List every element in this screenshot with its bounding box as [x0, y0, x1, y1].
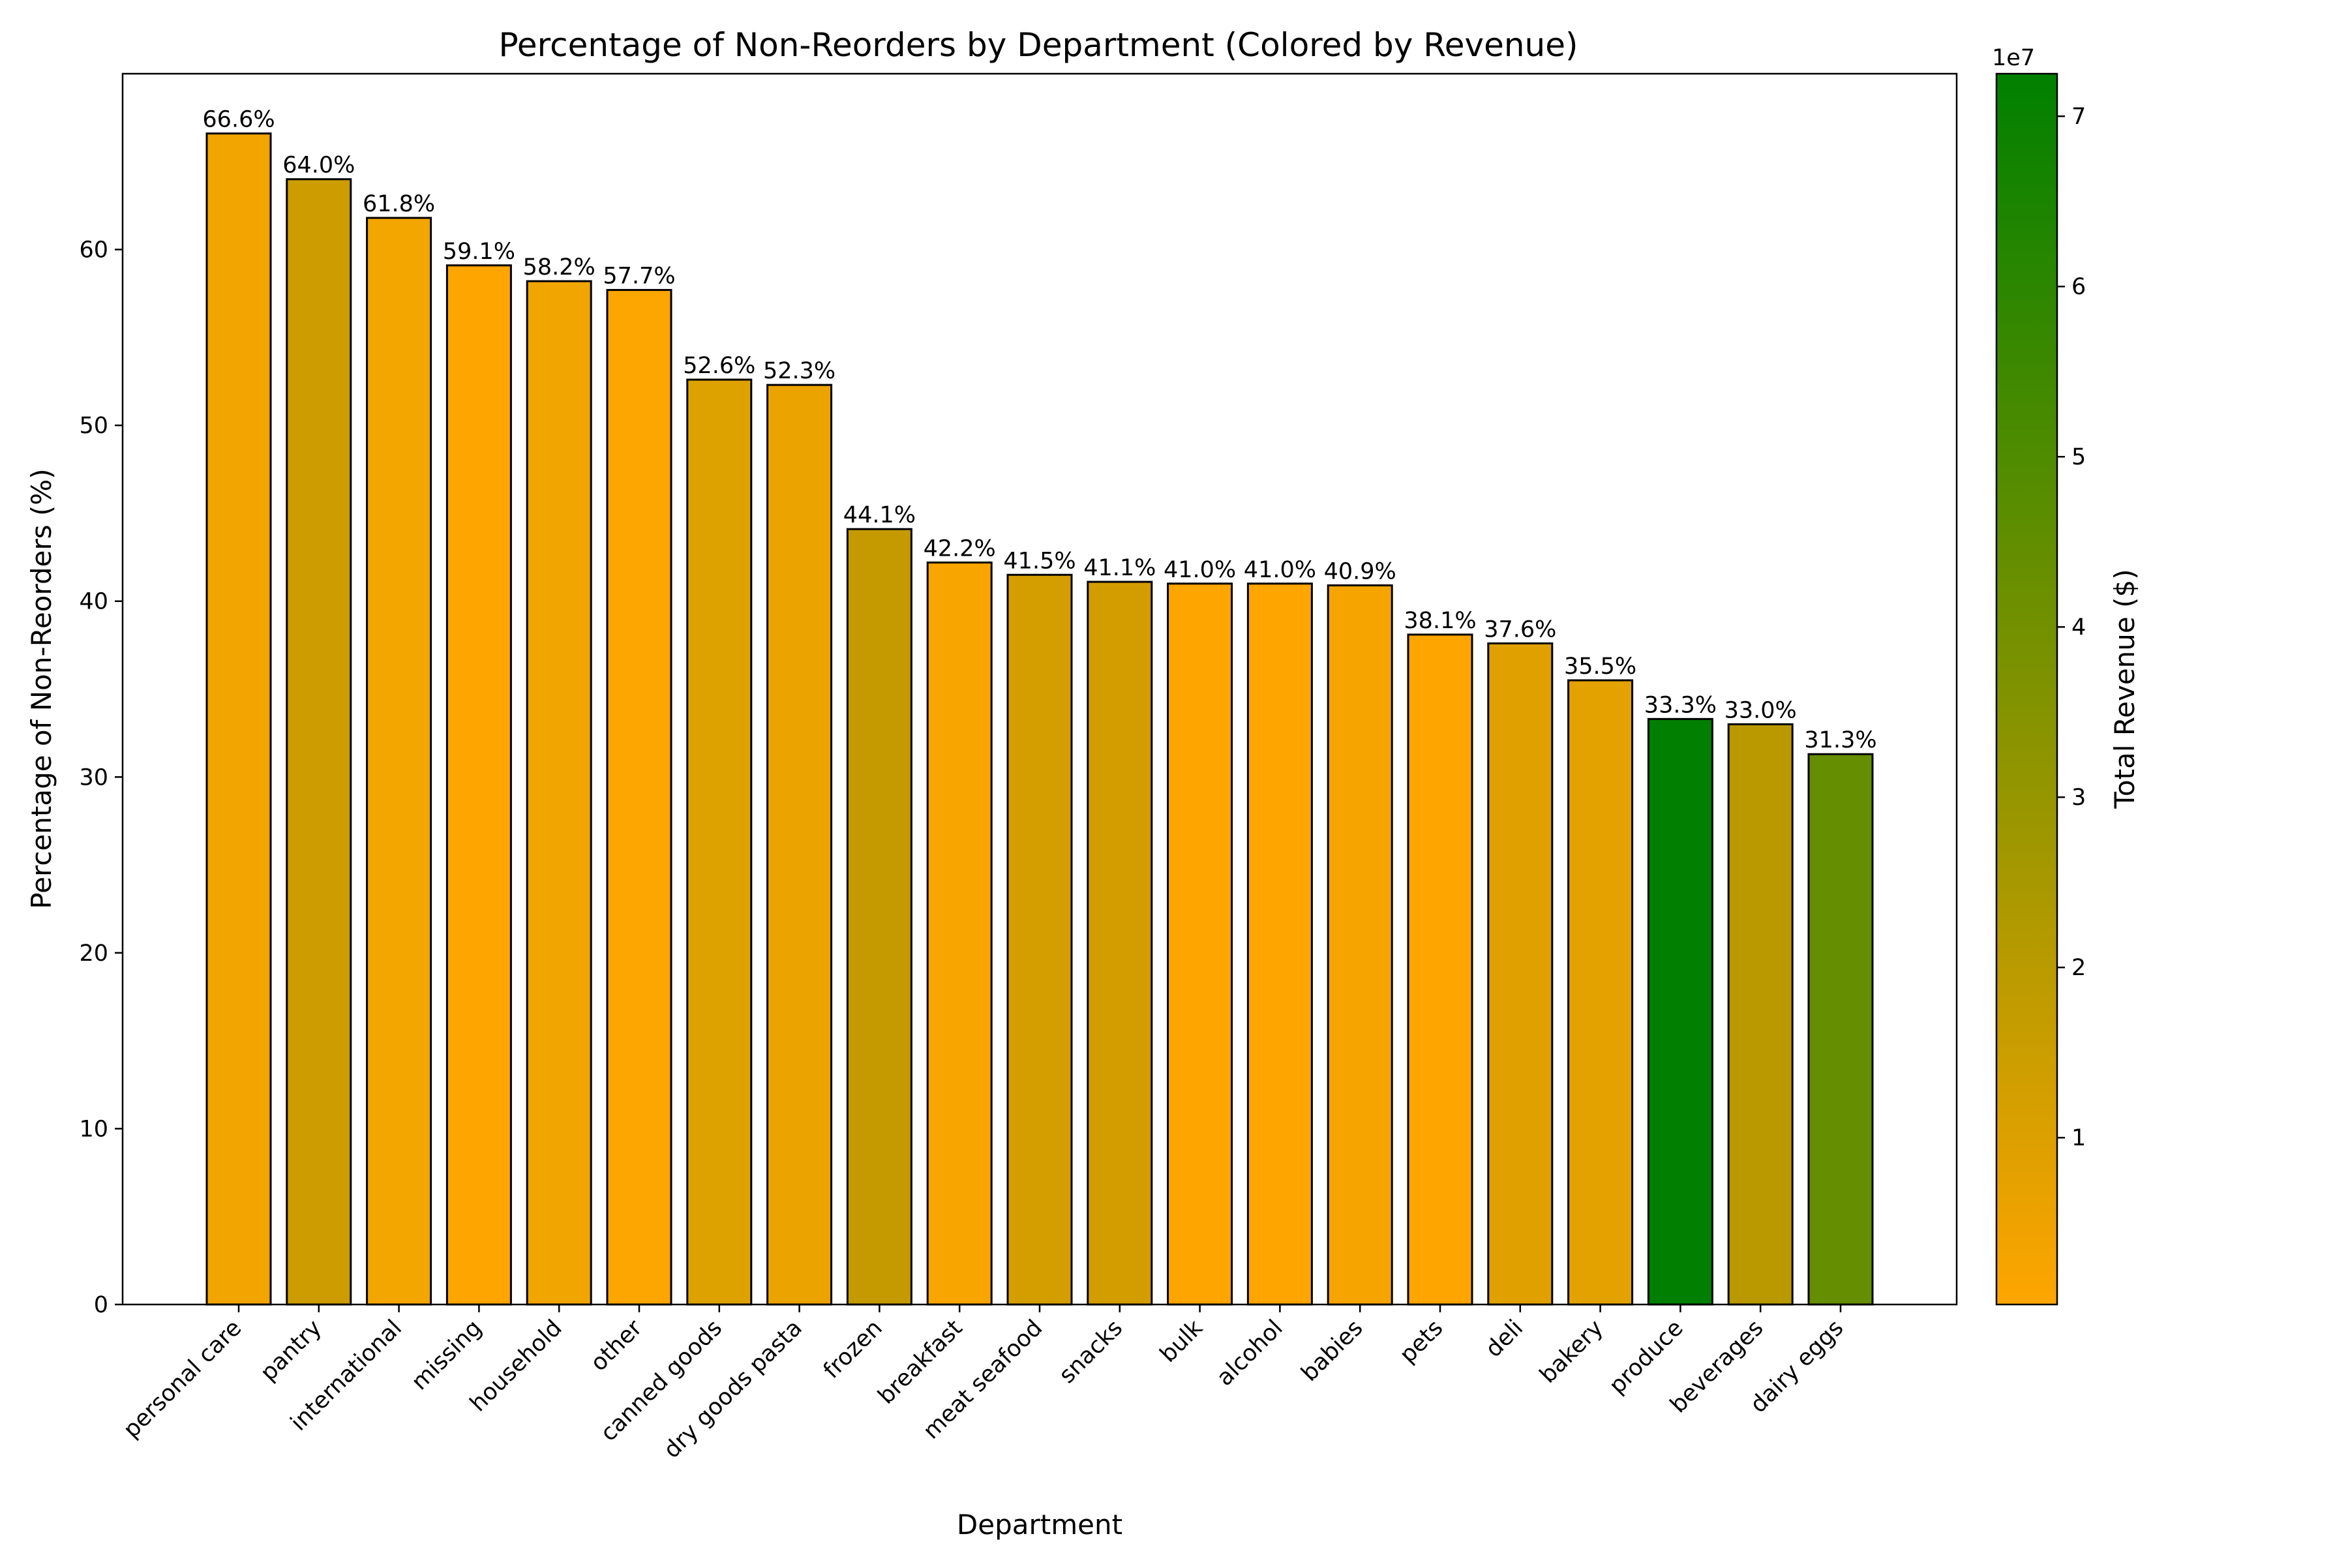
colorbar-tick-label: 6	[2071, 274, 2086, 300]
x-tick-label: personal care	[119, 1315, 247, 1443]
bar-value-label: 41.1%	[1083, 555, 1156, 581]
y-tick-label: 30	[79, 764, 108, 791]
bar-value-label: 61.8%	[363, 191, 435, 217]
bar	[606, 289, 672, 1306]
colorbar-ticks: 1 2 3 4 5 6 7	[2057, 104, 2086, 1151]
x-tick-label: other	[586, 1315, 648, 1377]
colorbar-tick-label: 3	[2071, 785, 2086, 811]
bar	[1167, 582, 1233, 1306]
bar-value-label: 44.1%	[843, 502, 916, 528]
colorbar-tick-label: 2	[2071, 955, 2086, 981]
bar-value-label: 52.3%	[763, 358, 835, 384]
bar	[1487, 642, 1554, 1306]
bar	[286, 178, 352, 1306]
bar	[1567, 679, 1634, 1306]
bar	[1807, 753, 1874, 1306]
colorbar-gradient	[1995, 72, 2058, 1306]
colorbar-tick-label: 1	[2071, 1125, 2086, 1151]
bar	[1246, 582, 1313, 1306]
x-tick-label: deli	[1481, 1315, 1528, 1363]
plot-area: 0 10 20 30 40 50 60 66.6% personal care 64.0% pant…	[79, 107, 1876, 1464]
bar	[1407, 633, 1473, 1306]
x-tick-label: dry goods pasta	[659, 1315, 807, 1464]
bar	[766, 384, 833, 1306]
bar-value-label: 59.1%	[443, 239, 515, 265]
bar-value-label: 35.5%	[1564, 654, 1636, 680]
bar-value-label: 40.9%	[1324, 558, 1396, 584]
x-tick-label: pantry	[256, 1315, 327, 1386]
bar	[445, 264, 512, 1306]
colorbar-label: Total Revenue ($)	[2109, 569, 2141, 809]
bar	[846, 528, 912, 1306]
bar-value-label: 38.1%	[1404, 608, 1476, 634]
bar-value-label: 33.3%	[1644, 692, 1717, 718]
colorbar-tick-label: 7	[2071, 104, 2086, 130]
bar	[1087, 580, 1153, 1306]
y-tick-label: 60	[79, 237, 108, 264]
y-tick-label: 10	[79, 1116, 108, 1142]
bar-value-label: 31.3%	[1804, 727, 1876, 753]
bar-value-label: 52.6%	[683, 353, 755, 379]
bar	[926, 561, 993, 1306]
y-tick-label: 0	[94, 1292, 108, 1318]
colorbar-tick-label: 4	[2071, 614, 2086, 641]
bar-value-label: 41.0%	[1164, 557, 1236, 583]
x-tick-label: alcohol	[1212, 1315, 1288, 1391]
x-tick-label: frozen	[819, 1315, 888, 1384]
chart-title: Percentage of Non-Reorders by Department…	[498, 26, 1578, 64]
x-tick-label: bulk	[1155, 1315, 1208, 1368]
bar-value-label: 41.0%	[1244, 557, 1316, 583]
bar	[1006, 573, 1073, 1306]
bar-value-label: 33.0%	[1724, 697, 1797, 723]
colorbar-multiplier: 1e7	[1992, 45, 2035, 71]
bar	[366, 217, 432, 1306]
bar	[1727, 723, 1794, 1306]
x-tick-label: snacks	[1054, 1315, 1128, 1389]
x-tick-label: produce	[1604, 1315, 1689, 1399]
bar-value-label: 57.7%	[603, 264, 675, 290]
colorbar: 1 2 3 4 5 6 7 1e7 Total Revenue ($)	[1992, 45, 2141, 1306]
bar	[526, 280, 592, 1306]
y-axis-label: Percentage of Non-Reorders (%)	[25, 468, 57, 909]
y-tick-label: 20	[79, 941, 108, 967]
bar	[686, 378, 753, 1306]
bar	[1647, 717, 1713, 1306]
bar	[205, 132, 272, 1306]
bar-value-label: 37.6%	[1484, 616, 1556, 642]
y-tick-label: 40	[79, 589, 108, 615]
x-tick-label: bakery	[1535, 1315, 1608, 1389]
x-tick-label: pets	[1395, 1315, 1449, 1368]
x-tick-label: missing	[406, 1315, 487, 1395]
bar-value-label: 41.5%	[1003, 548, 1076, 574]
x-tick-label: babies	[1297, 1315, 1368, 1387]
y-tick-label: 50	[79, 413, 108, 439]
bar-value-label: 42.2%	[924, 535, 996, 562]
bar-value-label: 64.0%	[282, 153, 355, 179]
bar	[1327, 584, 1393, 1306]
bar-value-label: 66.6%	[202, 107, 275, 133]
plot-frame	[121, 72, 1958, 1306]
x-axis-label: Department	[957, 1509, 1122, 1541]
bar-value-label: 58.2%	[523, 254, 595, 280]
colorbar-tick-label: 5	[2071, 444, 2086, 470]
